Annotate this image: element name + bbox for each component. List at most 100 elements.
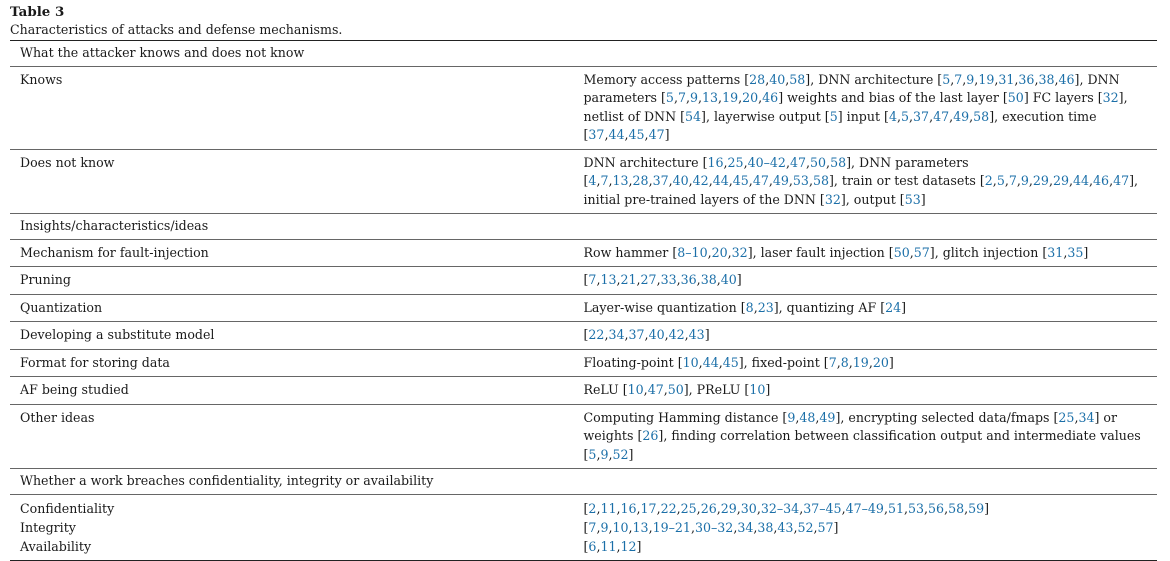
citation-link[interactable]: 19 bbox=[852, 354, 869, 370]
citation-link[interactable]: 47–49 bbox=[845, 500, 884, 516]
citation-link[interactable]: 58 bbox=[789, 71, 806, 87]
citation-link[interactable]: 44 bbox=[608, 127, 625, 142]
citation-link[interactable]: 29 bbox=[1032, 173, 1049, 188]
citation-link[interactable]: 5 bbox=[996, 173, 1005, 188]
citation-link[interactable]: 10 bbox=[612, 519, 629, 535]
citation-link[interactable]: 10 bbox=[749, 382, 766, 397]
citation-link[interactable]: 58 bbox=[812, 173, 829, 188]
citation-link[interactable]: 47 bbox=[648, 127, 665, 142]
citation-link[interactable]: 9 bbox=[787, 409, 796, 425]
citation-link[interactable]: 19 bbox=[978, 71, 995, 87]
citation-link[interactable]: 47 bbox=[1113, 173, 1130, 188]
citation-link[interactable]: 29 bbox=[720, 500, 737, 516]
citation-link[interactable]: 46 bbox=[1058, 71, 1075, 87]
citation-link[interactable]: 29 bbox=[1052, 173, 1069, 188]
citation-link[interactable]: 44 bbox=[1073, 173, 1090, 188]
citation-link[interactable]: 20 bbox=[742, 90, 759, 105]
citation-link[interactable]: 49 bbox=[953, 108, 970, 124]
citation-link[interactable]: 5 bbox=[829, 108, 838, 124]
citation-link[interactable]: 19–21 bbox=[652, 519, 691, 535]
citation-link[interactable]: 44 bbox=[712, 173, 729, 188]
citation-link[interactable]: 50 bbox=[1007, 90, 1024, 105]
citation-link[interactable]: 47 bbox=[647, 382, 664, 397]
citation-link[interactable]: 33 bbox=[660, 272, 677, 287]
citation-link[interactable]: 22 bbox=[588, 327, 605, 342]
citation-link[interactable]: 6 bbox=[588, 538, 597, 554]
citation-link[interactable]: 50 bbox=[810, 154, 827, 170]
citation-link[interactable]: 32–34 bbox=[760, 500, 800, 516]
citation-link[interactable]: 9 bbox=[600, 519, 609, 535]
citation-link[interactable]: 46 bbox=[1093, 173, 1110, 188]
citation-link[interactable]: 12 bbox=[620, 538, 637, 554]
citation-link[interactable]: 17 bbox=[640, 500, 657, 516]
citation-link[interactable]: 38 bbox=[1038, 71, 1055, 87]
citation-link[interactable]: 25 bbox=[1058, 409, 1075, 425]
citation-link[interactable]: 13 bbox=[702, 90, 719, 105]
citation-link[interactable]: 47 bbox=[752, 173, 769, 188]
citation-link[interactable]: 20 bbox=[711, 244, 728, 260]
citation-link[interactable]: 34 bbox=[608, 327, 625, 342]
citation-link[interactable]: 54 bbox=[685, 108, 702, 124]
citation-link[interactable]: 20 bbox=[872, 354, 889, 370]
citation-link[interactable]: 25 bbox=[727, 154, 744, 170]
citation-link[interactable]: 37 bbox=[652, 173, 669, 188]
citation-link[interactable]: 7 bbox=[954, 71, 963, 87]
citation-link[interactable]: 5 bbox=[665, 90, 674, 105]
citation-link[interactable]: 52 bbox=[612, 446, 629, 462]
citation-link[interactable]: 49 bbox=[819, 409, 836, 425]
citation-link[interactable]: 53 bbox=[792, 173, 809, 188]
citation-link[interactable]: 9 bbox=[966, 71, 975, 87]
citation-link[interactable]: 56 bbox=[928, 500, 945, 516]
citation-link[interactable]: 57 bbox=[817, 519, 834, 535]
citation-link[interactable]: 37 bbox=[588, 127, 605, 142]
citation-link[interactable]: 31 bbox=[998, 71, 1015, 87]
citation-link[interactable]: 51 bbox=[887, 500, 904, 516]
citation-link[interactable]: 50 bbox=[893, 244, 910, 260]
citation-link[interactable]: 40 bbox=[769, 71, 786, 87]
citation-link[interactable]: 58 bbox=[830, 154, 847, 170]
citation-link[interactable]: 8 bbox=[745, 299, 754, 315]
citation-link[interactable]: 13 bbox=[612, 173, 629, 188]
citation-link[interactable]: 37 bbox=[628, 327, 645, 342]
citation-link[interactable]: 10 bbox=[627, 382, 644, 397]
citation-link[interactable]: 26 bbox=[700, 500, 717, 516]
citation-link[interactable]: 40 bbox=[672, 173, 689, 188]
citation-link[interactable]: 58 bbox=[948, 500, 965, 516]
citation-link[interactable]: 35 bbox=[1067, 244, 1084, 260]
citation-link[interactable]: 47 bbox=[789, 154, 806, 170]
citation-link[interactable]: 32 bbox=[824, 191, 841, 207]
citation-link[interactable]: 13 bbox=[632, 519, 649, 535]
citation-link[interactable]: 25 bbox=[680, 500, 697, 516]
citation-link[interactable]: 16 bbox=[620, 500, 637, 516]
citation-link[interactable]: 13 bbox=[600, 272, 617, 287]
citation-link[interactable]: 40 bbox=[648, 327, 665, 342]
citation-link[interactable]: 7 bbox=[600, 173, 609, 188]
citation-link[interactable]: 7 bbox=[677, 90, 686, 105]
citation-link[interactable]: 42 bbox=[692, 173, 709, 188]
citation-link[interactable]: 11 bbox=[600, 500, 617, 516]
citation-link[interactable]: 8–10 bbox=[677, 244, 708, 260]
citation-link[interactable]: 2 bbox=[984, 173, 993, 188]
citation-link[interactable]: 37 bbox=[913, 108, 930, 124]
citation-link[interactable]: 7 bbox=[588, 519, 597, 535]
citation-link[interactable]: 24 bbox=[885, 299, 902, 315]
citation-link[interactable]: 42 bbox=[668, 327, 685, 342]
citation-link[interactable]: 53 bbox=[904, 191, 921, 207]
citation-link[interactable]: 34 bbox=[737, 519, 754, 535]
citation-link[interactable]: 45 bbox=[732, 173, 749, 188]
citation-link[interactable]: 30–32 bbox=[694, 519, 734, 535]
citation-link[interactable]: 5 bbox=[901, 108, 910, 124]
citation-link[interactable]: 5 bbox=[588, 446, 597, 462]
citation-link[interactable]: 32 bbox=[1102, 90, 1119, 105]
citation-link[interactable]: 52 bbox=[797, 519, 814, 535]
citation-link[interactable]: 8 bbox=[840, 354, 849, 370]
citation-link[interactable]: 30 bbox=[740, 500, 757, 516]
citation-link[interactable]: 40–42 bbox=[747, 154, 786, 170]
citation-link[interactable]: 46 bbox=[762, 90, 779, 105]
citation-link[interactable]: 59 bbox=[968, 500, 985, 516]
citation-link[interactable]: 37–45 bbox=[803, 500, 842, 516]
citation-link[interactable]: 47 bbox=[933, 108, 950, 124]
citation-link[interactable]: 49 bbox=[772, 173, 789, 188]
citation-link[interactable]: 28 bbox=[749, 71, 766, 87]
citation-link[interactable]: 2 bbox=[588, 500, 597, 516]
